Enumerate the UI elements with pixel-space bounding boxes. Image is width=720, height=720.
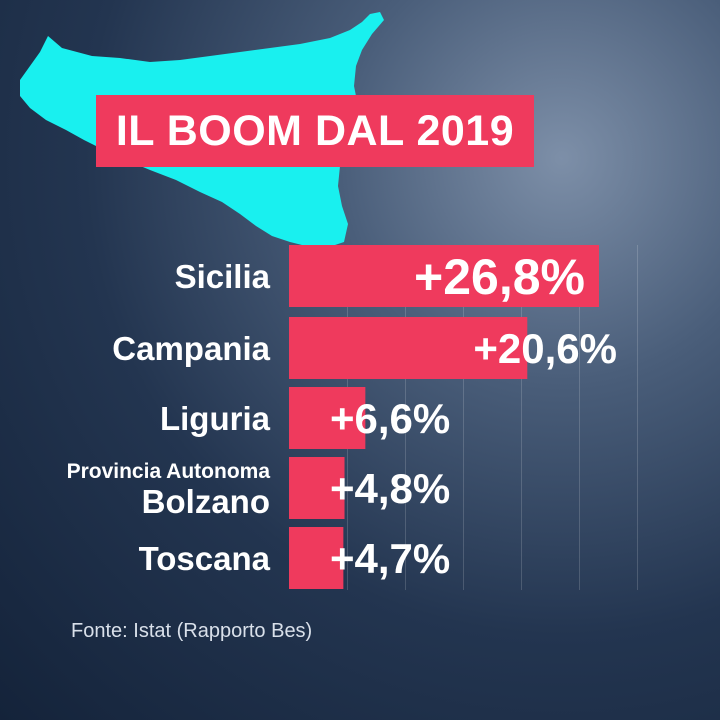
value-label: +4,8% (330, 465, 450, 512)
bar-campania (289, 317, 528, 379)
gridline (405, 245, 406, 590)
category-label: Campania (112, 330, 270, 367)
gridline (637, 245, 638, 590)
gridline (463, 245, 464, 590)
source-note: Fonte: Istat (Rapporto Bes) (71, 620, 313, 642)
value-label: +6,6% (330, 395, 450, 442)
category-label: Toscana (139, 540, 271, 577)
category-label: Liguria (160, 400, 271, 437)
bar-sicilia (289, 245, 599, 307)
gridline (579, 245, 580, 590)
gridline (521, 245, 522, 590)
value-label: +4,7% (330, 535, 450, 582)
category-label: Sicilia (175, 258, 271, 295)
bar-toscana (289, 527, 344, 589)
chart-title: IL BOOM DAL 2019 (115, 106, 515, 155)
bar-provincia-autonoma-bolzano (289, 457, 345, 519)
value-label: +26,8% (414, 249, 585, 305)
title-banner: IL BOOM DAL 2019 (96, 95, 534, 167)
category-label: Provincia Autonoma (67, 460, 271, 483)
value-label: +20,6% (473, 325, 617, 372)
category-label: Bolzano (142, 483, 270, 520)
bar-liguria (289, 387, 366, 449)
